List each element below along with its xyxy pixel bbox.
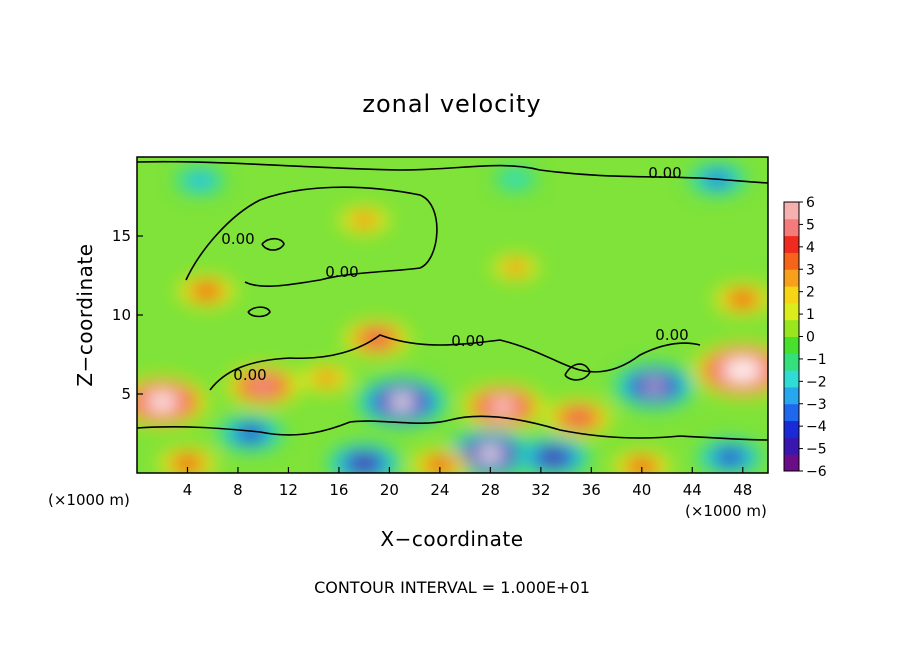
- x-tick-label: 40: [632, 481, 651, 499]
- y-tick-label: 5: [121, 385, 131, 403]
- field-feature-21-level-3: [631, 461, 652, 473]
- contour-small-1: [247, 306, 271, 318]
- x-tick-label: 8: [233, 481, 243, 499]
- velocity-field: 0.00 0.00 0.00 0.00 0.00 0.00: [137, 157, 768, 473]
- colorbar-tick-label: −3: [806, 397, 827, 413]
- colorbar-segment: [784, 336, 799, 354]
- contour-lower: [137, 415, 768, 441]
- contour-label-2: 0.00: [325, 263, 358, 281]
- chart-title: zonal velocity: [362, 90, 541, 118]
- colorbar-tick-label: 4: [806, 240, 815, 256]
- colorbar-tick-label: 2: [806, 285, 815, 301]
- colorbar-tick-label: 6: [806, 195, 815, 211]
- contour-label-1: 0.00: [221, 230, 254, 248]
- contour-labels: 0.00 0.00 0.00 0.00 0.00 0.00: [221, 164, 688, 384]
- field-feature-23-level-3: [196, 285, 217, 297]
- x-tick-label: 32: [531, 481, 550, 499]
- colorbar-tick-label: −4: [806, 419, 827, 435]
- field-feature-10-level-7: [393, 397, 411, 407]
- contour-label-5: 0.00: [655, 326, 688, 344]
- field-feature-19-level-3: [177, 457, 198, 470]
- contour-upper-left: [185, 186, 438, 287]
- y-tick-label: 15: [112, 227, 131, 245]
- contour-label-0: 0.00: [648, 164, 681, 182]
- colorbar-segment: [784, 353, 799, 371]
- colorbar-segment: [784, 437, 799, 455]
- field-feature-1-level-2: [315, 371, 338, 385]
- field-feature-16-level-2: [188, 174, 212, 187]
- field-feature-3-level-3: [732, 293, 753, 305]
- x-ticks: 4 8 12 16 20 24 28 32 36 40 44 48: [183, 467, 752, 499]
- y-ticks: 5 10 15: [112, 227, 143, 403]
- x-axis-label: X−coordinate: [380, 527, 523, 551]
- field-feature-13-level-5: [355, 458, 373, 469]
- colorbar-segment: [784, 319, 799, 337]
- x-tick-label: 16: [329, 481, 348, 499]
- colorbar-segment: [784, 386, 799, 405]
- y-axis-label: Z−coordinate: [73, 243, 97, 386]
- x-tick-label: 12: [279, 481, 298, 499]
- colorbar-tick-label: 3: [806, 262, 815, 278]
- contour-label-3: 0.00: [451, 332, 484, 350]
- x-unit-right: (×1000 m): [685, 502, 767, 520]
- field-feature-8-level-6: [494, 401, 512, 412]
- field-feature-0-level-7: [154, 397, 171, 407]
- x-tick-label: 36: [582, 481, 601, 499]
- contour-label-4: 0.00: [233, 366, 266, 384]
- colorbar: 6 5 4 3 2 1 0 −1 −2 −3 −4 −5 −6: [783, 195, 827, 480]
- field-features: [137, 162, 768, 473]
- field-feature-9-level-4: [569, 412, 588, 423]
- colorbar-segment: [784, 302, 799, 321]
- x-tick-label: 28: [481, 481, 500, 499]
- colorbar-segment: [784, 286, 799, 304]
- colorbar-segment: [784, 218, 799, 237]
- x-unit-left: (×1000 m): [48, 491, 130, 509]
- field-feature-7-level-5: [254, 381, 272, 391]
- field-feature-6-level-8: [734, 365, 751, 375]
- field-feature-14-level-7: [482, 449, 499, 459]
- field-feature-17-level-1: [502, 171, 529, 187]
- field-feature-15-level-5: [544, 452, 563, 463]
- colorbar-tick-label: −6: [806, 464, 827, 480]
- colorbar-tick-label: −5: [806, 442, 827, 458]
- colorbar-segment: [784, 252, 799, 270]
- x-tick-label: 4: [183, 481, 193, 499]
- y-tick-label: 10: [112, 306, 131, 324]
- x-tick-label: 20: [380, 481, 399, 499]
- colorbar-segment: [784, 235, 799, 253]
- colorbar-segment: [784, 370, 799, 388]
- colorbar-tick-label: −1: [806, 352, 827, 368]
- colorbar-segment: [784, 269, 799, 287]
- x-tick-label: 24: [430, 481, 449, 499]
- field-feature-22-level-4: [720, 452, 740, 463]
- x-tick-label: 44: [683, 481, 702, 499]
- field-feature-5-level-2: [353, 213, 376, 227]
- colorbar-tick-label: 5: [806, 217, 815, 233]
- field-feature-11-level-6: [646, 381, 663, 391]
- colorbar-segment: [784, 403, 799, 422]
- contour-interval-note: CONTOUR INTERVAL = 1.000E+01: [314, 578, 590, 597]
- colorbar-tick-label: −2: [806, 374, 827, 390]
- contour-small-2: [564, 363, 591, 381]
- colorbar-tick-label: 0: [806, 330, 815, 346]
- colorbar-tick-label: 1: [806, 307, 815, 323]
- contour-mid: [209, 334, 701, 391]
- colorbar-segment: [784, 202, 799, 220]
- colorbar-segment: [784, 454, 799, 472]
- zero-contours: [137, 160, 768, 441]
- field-feature-4-level-2: [505, 261, 526, 274]
- contour-small-3: [261, 237, 285, 251]
- field-feature-20-level-3: [429, 459, 450, 471]
- x-tick-label: 48: [733, 481, 752, 499]
- contour-upper: [137, 160, 768, 184]
- colorbar-segment: [784, 420, 799, 438]
